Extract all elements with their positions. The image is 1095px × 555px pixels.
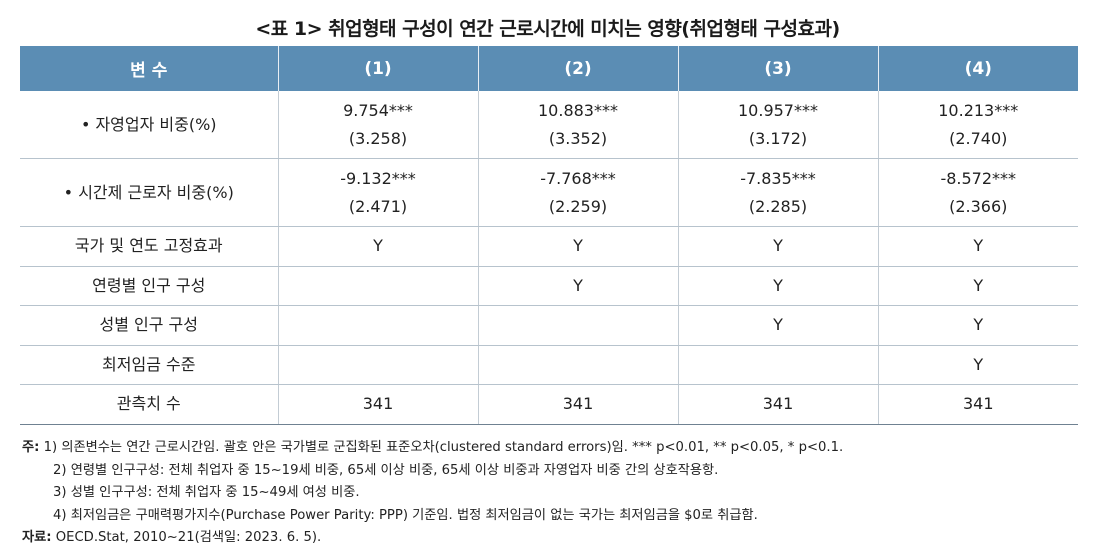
std-error: (3.258) xyxy=(348,128,408,148)
row-label: 성별 인구 구성 xyxy=(20,305,279,346)
row-label: 연령별 인구 구성 xyxy=(20,266,279,306)
flag-cell: Y xyxy=(678,226,879,267)
coef-value: -7.835*** xyxy=(740,168,816,188)
note-label: 주: xyxy=(22,440,40,455)
table-row-self-employed: • 자영업자 비중(%) 9.754*** (3.258) 10.883*** (3… xyxy=(20,91,1078,159)
std-error: (2.471) xyxy=(348,196,408,216)
std-error: (2.259) xyxy=(548,196,608,216)
flag-cell: Y xyxy=(878,266,1078,306)
flag-cell: Y xyxy=(678,266,879,306)
regression-table: 변 수 (1) (2) (3) (4) • 자영업자 비중(%) 9.754**… xyxy=(20,46,1078,425)
coef-value: 10.213*** xyxy=(938,100,1019,120)
flag-cell xyxy=(478,305,679,346)
note-line-2: 2) 연령별 인구구성: 전체 취업자 중 15~19세 비중, 65세 이상 … xyxy=(53,462,719,478)
row-label: • 자영업자 비중(%) xyxy=(20,91,279,159)
flag-cell: Y xyxy=(678,305,879,346)
header-col-1: (1) xyxy=(278,46,479,91)
header-row: 변 수 (1) (2) (3) (4) xyxy=(20,46,1078,91)
count-cell: 341 xyxy=(478,384,679,425)
table-notes: 주: 1) 의존변수는 연간 근로시간임. 괄호 안은 국가별로 군집화된 표준… xyxy=(22,437,1082,550)
std-error: (3.172) xyxy=(748,128,808,148)
table-row-age-composition: 연령별 인구 구성 Y Y Y xyxy=(20,266,1078,306)
count-cell: 341 xyxy=(678,384,879,425)
row-label: 최저임금 수준 xyxy=(20,345,279,385)
coef-cell: 10.957*** (3.172) xyxy=(678,91,879,159)
source-label: 자료: xyxy=(22,530,52,545)
flag-cell: Y xyxy=(478,266,679,306)
row-label: • 시간제 근로자 비중(%) xyxy=(20,158,279,227)
flag-cell: Y xyxy=(878,226,1078,267)
note-line-3: 3) 성별 인구구성: 전체 취업자 중 15~49세 여성 비중. xyxy=(53,485,360,500)
coef-value: 10.883*** xyxy=(538,100,618,120)
coef-cell: -8.572*** (2.366) xyxy=(878,158,1078,227)
header-col-2: (2) xyxy=(478,46,679,91)
row-label: 국가 및 연도 고정효과 xyxy=(20,226,279,267)
std-error: (2.366) xyxy=(949,196,1008,216)
coef-value: 9.754*** xyxy=(343,100,413,120)
flag-cell xyxy=(678,345,879,385)
header-variable: 변 수 xyxy=(20,46,279,91)
flag-cell xyxy=(478,345,679,385)
std-error: (2.740) xyxy=(949,128,1008,148)
note-line-1: 주: 1) 의존변수는 연간 근로시간임. 괄호 안은 국가별로 군집화된 표준… xyxy=(22,437,1082,460)
table-title: <표 1> 취업형태 구성이 연간 근로시간에 미치는 영향(취업형태 구성효과… xyxy=(255,18,840,40)
std-error: (2.285) xyxy=(748,196,808,216)
coef-cell: -9.132*** (2.471) xyxy=(278,158,479,227)
coef-cell: 10.883*** (3.352) xyxy=(478,91,679,159)
count-cell: 341 xyxy=(278,384,479,425)
source-line: 자료: OECD.Stat, 2010~21(검색일: 2023. 6. 5). xyxy=(22,527,1082,550)
flag-cell xyxy=(278,266,479,306)
coef-cell: -7.835*** (2.285) xyxy=(678,158,879,227)
coef-cell: 10.213*** (2.740) xyxy=(878,91,1078,159)
note-text: 1) 의존변수는 연간 근로시간임. 괄호 안은 국가별로 군집화된 표준오차(… xyxy=(43,440,844,455)
table-row-gender-composition: 성별 인구 구성 Y Y xyxy=(20,305,1078,346)
flag-cell: Y xyxy=(878,345,1078,385)
std-error: (3.352) xyxy=(548,128,608,148)
source-text: OECD.Stat, 2010~21(검색일: 2023. 6. 5). xyxy=(55,530,322,545)
flag-cell: Y xyxy=(478,226,679,267)
table-row-minimum-wage: 최저임금 수준 Y xyxy=(20,345,1078,385)
flag-cell xyxy=(278,305,479,346)
coef-cell: -7.768*** (2.259) xyxy=(478,158,679,227)
coef-value: 10.957*** xyxy=(738,100,818,120)
flag-cell: Y xyxy=(878,305,1078,346)
coef-cell: 9.754*** (3.258) xyxy=(278,91,479,159)
coef-value: -7.768*** xyxy=(540,168,616,188)
coef-value: -8.572*** xyxy=(940,168,1017,188)
header-col-3: (3) xyxy=(678,46,879,91)
row-label: 관측치 수 xyxy=(20,384,279,425)
table-row-part-time: • 시간제 근로자 비중(%) -9.132*** (2.471) -7.768*… xyxy=(20,158,1078,227)
note-line-4: 4) 최저임금은 구매력평가지수(Purchase Power Parity: … xyxy=(53,507,758,523)
table-row-fixed-effects: 국가 및 연도 고정효과 Y Y Y Y xyxy=(20,226,1078,267)
header-col-4: (4) xyxy=(878,46,1078,91)
flag-cell xyxy=(278,345,479,385)
count-cell: 341 xyxy=(878,384,1078,425)
table-row-observations: 관측치 수 341 341 341 341 xyxy=(20,384,1078,425)
coef-value: -9.132*** xyxy=(340,168,416,188)
flag-cell: Y xyxy=(278,226,479,267)
